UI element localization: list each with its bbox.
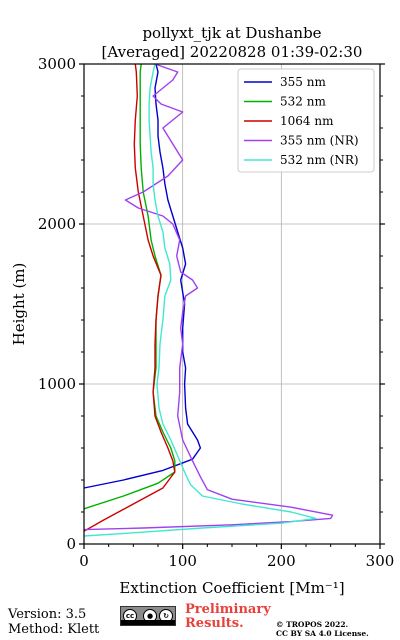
chart-title-line2: [Averaged] 20220828 01:39-02:30 xyxy=(102,43,363,61)
version-label: Version: 3.5 xyxy=(8,607,87,622)
series-group xyxy=(83,63,334,537)
legend-entry: 1064 nm xyxy=(280,114,334,128)
copyright-notice: © TROPOS 2022. CC BY SA 4.0 License. xyxy=(276,620,396,638)
legend-entry: 355 nm (NR) xyxy=(280,134,359,148)
x-tick-label: 200 xyxy=(267,552,296,570)
x-axis-label: Extinction Coefficient [Mm⁻¹] xyxy=(119,579,344,597)
series-line-355-nm-nr- xyxy=(83,63,334,531)
legend-box xyxy=(237,68,375,173)
series-line-355-nm xyxy=(83,63,202,489)
x-tick-label: 0 xyxy=(79,552,89,570)
copyright-line2: CC BY SA 4.0 License. xyxy=(276,629,369,638)
y-axis-label: Height (m) xyxy=(10,263,28,346)
license-bar xyxy=(121,620,175,625)
y-tick-label: 3000 xyxy=(38,55,76,73)
tick-marks xyxy=(79,63,385,549)
x-tick-label: 300 xyxy=(366,552,395,570)
legend: 355 nm 532 nm 1064 nm 355 nm (NR) 532 nm (NR… xyxy=(237,68,375,173)
preliminary-label: Preliminary Results. xyxy=(185,603,285,631)
y-tick-label: 0 xyxy=(66,535,76,553)
x-tick-label: 100 xyxy=(168,552,197,570)
series-line-532-nm xyxy=(83,63,176,510)
method-label: Method: Klett xyxy=(8,622,100,637)
legend-entry: 355 nm xyxy=(280,75,326,89)
y-tick-label: 1000 xyxy=(38,375,76,393)
legend-entry: 532 nm (NR) xyxy=(280,153,359,167)
preliminary-line1: Preliminary xyxy=(185,602,271,617)
copyright-line1: © TROPOS 2022. xyxy=(276,620,349,629)
series-line-532-nm-nr- xyxy=(83,63,317,537)
chart-title-line1: pollyxt_tjk at Dushanbe xyxy=(142,24,321,42)
y-tick-label: 2000 xyxy=(38,215,76,233)
series-line-1064-nm xyxy=(83,63,176,532)
preliminary-line2: Results. xyxy=(185,616,244,631)
cc-by-sa-icon: cc ● ↻ xyxy=(120,606,176,626)
legend-entry: 532 nm xyxy=(280,95,326,109)
